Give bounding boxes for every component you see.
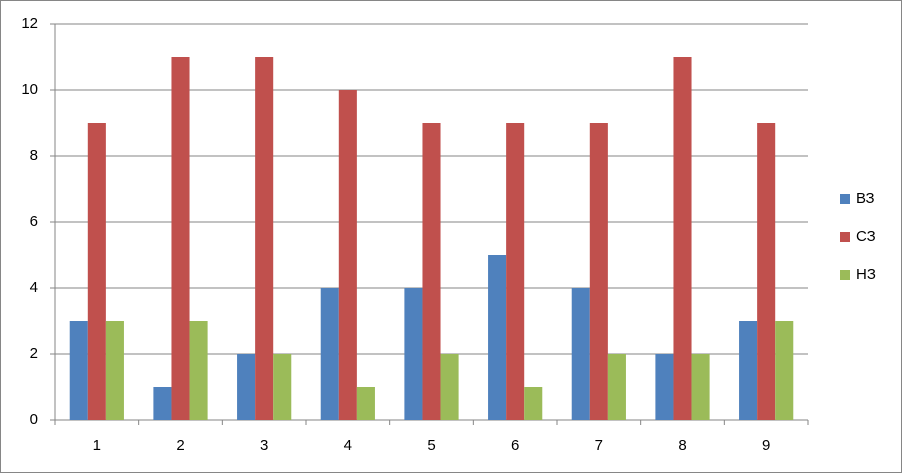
y-tick-label: 12	[21, 15, 38, 32]
y-tick-label: 6	[30, 213, 38, 230]
y-tick-label: 8	[30, 147, 38, 164]
y-tick-label: 10	[21, 81, 38, 98]
bar	[105, 321, 124, 420]
bar	[571, 288, 590, 420]
legend-swatch	[840, 270, 850, 280]
bar	[338, 90, 357, 420]
bar	[255, 57, 274, 420]
bar	[691, 354, 710, 420]
bar	[506, 123, 525, 420]
legend-label: ВЗ	[856, 190, 875, 207]
x-tick-label: 7	[595, 437, 603, 454]
x-tick-label: 9	[762, 437, 770, 454]
bar	[757, 123, 776, 420]
x-tick-label: 1	[93, 437, 101, 454]
bar	[273, 354, 292, 420]
bar	[607, 354, 626, 420]
legend-swatch	[840, 194, 850, 204]
bar	[356, 387, 375, 420]
bar	[87, 123, 106, 420]
y-tick-label: 2	[30, 345, 38, 362]
bar	[775, 321, 794, 420]
legend-label: НЗ	[856, 266, 876, 283]
bar	[524, 387, 543, 420]
y-tick-label: 0	[30, 411, 38, 428]
x-tick-label: 6	[511, 437, 519, 454]
bar	[422, 123, 441, 420]
x-tick-label: 3	[260, 437, 268, 454]
bar	[673, 57, 692, 420]
y-tick-label: 4	[30, 279, 38, 296]
bar	[739, 321, 758, 420]
bar	[589, 123, 608, 420]
bar	[153, 387, 172, 420]
x-tick-label: 4	[344, 437, 352, 454]
legend-label: СЗ	[856, 228, 876, 245]
x-tick-label: 2	[176, 437, 184, 454]
bar	[488, 255, 507, 420]
x-tick-label: 5	[427, 437, 435, 454]
bar	[404, 288, 423, 420]
legend-swatch	[840, 232, 850, 242]
bar	[320, 288, 339, 420]
bar	[189, 321, 208, 420]
bar	[237, 354, 256, 420]
x-tick-label: 8	[678, 437, 686, 454]
bar	[69, 321, 88, 420]
bar	[171, 57, 190, 420]
bar	[655, 354, 674, 420]
bar	[440, 354, 459, 420]
